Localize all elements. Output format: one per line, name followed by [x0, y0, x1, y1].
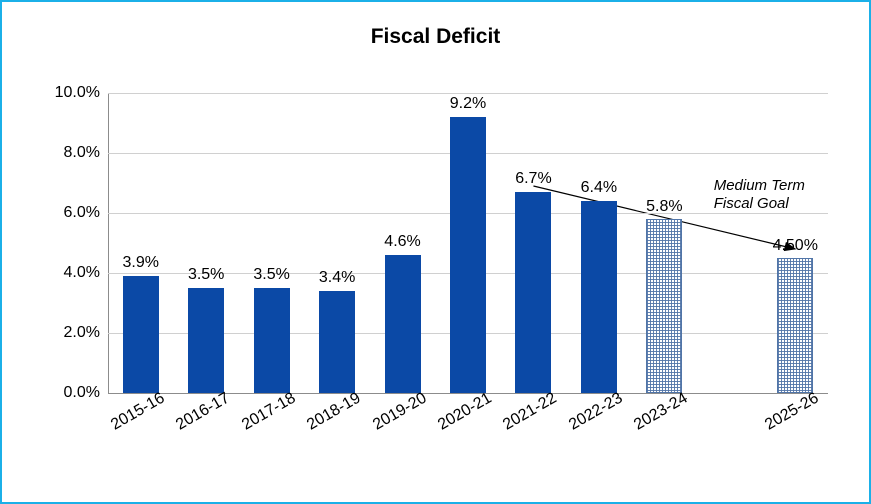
x-tick-label: 2023-24	[632, 390, 692, 435]
bar-slot: 5.8%2023-24	[632, 93, 697, 393]
bar-slot: 4.6%2019-20	[370, 93, 435, 393]
chart-frame: Fiscal Deficit Medium Term Fiscal Goal 0…	[0, 0, 871, 504]
x-tick-label: 2021-22	[501, 390, 561, 435]
bar: 6.7%	[515, 192, 551, 393]
bar: 3.4%	[319, 291, 355, 393]
bar: 4.6%	[385, 255, 421, 393]
bar: 5.8%	[646, 219, 682, 393]
bar-slot: 3.5%2016-17	[173, 93, 238, 393]
bar-value-label: 5.8%	[646, 198, 682, 220]
bar-value-label: 3.5%	[188, 266, 224, 288]
bar-value-label: 4.50%	[773, 237, 818, 259]
bar-slot: 3.4%2018-19	[304, 93, 369, 393]
bar: 3.9%	[123, 276, 159, 393]
x-tick-label: 2015-16	[108, 390, 168, 435]
x-tick-label: 2016-17	[173, 390, 233, 435]
bar-value-label: 9.2%	[450, 95, 486, 117]
bar-value-label: 3.5%	[253, 266, 289, 288]
bar-slot: 6.7%2021-22	[501, 93, 566, 393]
x-tick-label: 2022-23	[566, 390, 626, 435]
y-tick-label: 2.0%	[64, 324, 108, 342]
bar: 9.2%	[450, 117, 486, 393]
y-tick-label: 4.0%	[64, 264, 108, 282]
bar-value-label: 6.4%	[581, 179, 617, 201]
bar: 3.5%	[188, 288, 224, 393]
bar-slot: 9.2%2020-21	[435, 93, 500, 393]
bar-value-label: 3.4%	[319, 269, 355, 291]
bar: 3.5%	[254, 288, 290, 393]
bar: 4.50%	[777, 258, 813, 393]
x-tick-label: 2018-19	[304, 390, 364, 435]
y-tick-label: 8.0%	[64, 144, 108, 162]
x-tick-label: 2019-20	[370, 390, 430, 435]
bar: 6.4%	[581, 201, 617, 393]
x-tick-label: 2017-18	[239, 390, 299, 435]
x-tick-label: 2020-21	[435, 390, 495, 435]
bar-value-label: 6.7%	[515, 170, 551, 192]
y-tick-label: 6.0%	[64, 204, 108, 222]
chart-area: Fiscal Deficit Medium Term Fiscal Goal 0…	[3, 3, 868, 501]
bar-slot: 3.5%2017-18	[239, 93, 304, 393]
x-tick-label: 2025-26	[762, 390, 822, 435]
bar-slot: 6.4%2022-23	[566, 93, 631, 393]
plot-area: Medium Term Fiscal Goal 0.0%2.0%4.0%6.0%…	[108, 93, 828, 393]
bar-value-label: 4.6%	[384, 233, 420, 255]
y-tick-label: 0.0%	[64, 384, 108, 402]
bar-slot: 4.50%2025-26	[763, 93, 828, 393]
chart-title: Fiscal Deficit	[3, 25, 868, 49]
bar-value-label: 3.9%	[122, 254, 158, 276]
y-tick-label: 10.0%	[55, 84, 108, 102]
bar-slot: 3.9%2015-16	[108, 93, 173, 393]
